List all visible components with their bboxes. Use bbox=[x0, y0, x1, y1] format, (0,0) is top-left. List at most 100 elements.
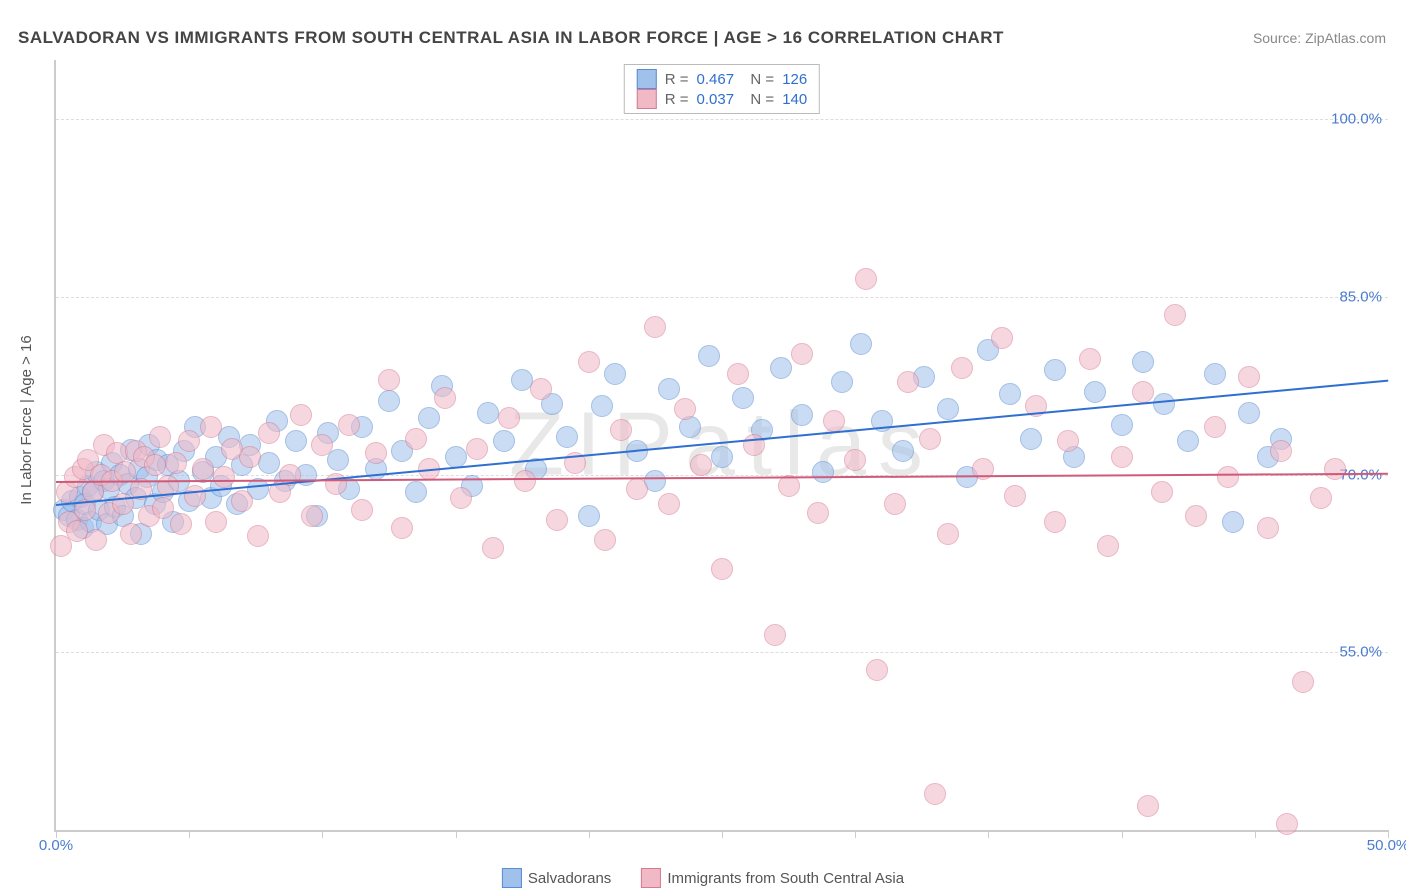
scatter-point bbox=[1276, 813, 1298, 835]
grid-line-h bbox=[56, 119, 1388, 120]
scatter-point bbox=[391, 517, 413, 539]
scatter-point bbox=[1097, 535, 1119, 557]
grid-line-h bbox=[56, 297, 1388, 298]
scatter-point bbox=[884, 493, 906, 515]
scatter-point bbox=[626, 478, 648, 500]
scatter-point bbox=[1217, 466, 1239, 488]
scatter-point bbox=[498, 407, 520, 429]
legend-item: Salvadorans bbox=[502, 868, 611, 888]
scatter-point bbox=[493, 430, 515, 452]
scatter-point bbox=[1153, 393, 1175, 415]
legend-swatch bbox=[502, 868, 522, 888]
scatter-point bbox=[1292, 671, 1314, 693]
x-tick bbox=[988, 830, 989, 838]
scatter-point bbox=[165, 452, 187, 474]
x-tick-label: 50.0% bbox=[1367, 837, 1406, 854]
scatter-point bbox=[482, 537, 504, 559]
scatter-point bbox=[239, 446, 261, 468]
scatter-point bbox=[674, 398, 696, 420]
scatter-point bbox=[311, 434, 333, 456]
scatter-point bbox=[477, 402, 499, 424]
scatter-point bbox=[546, 509, 568, 531]
scatter-point bbox=[1151, 481, 1173, 503]
legend-label: Immigrants from South Central Asia bbox=[667, 870, 904, 887]
source-attribution: Source: ZipAtlas.com bbox=[1253, 30, 1386, 46]
scatter-point bbox=[578, 351, 600, 373]
scatter-point bbox=[184, 485, 206, 507]
scatter-point bbox=[466, 438, 488, 460]
scatter-point bbox=[445, 446, 467, 468]
scatter-point bbox=[351, 499, 373, 521]
scatter-point bbox=[732, 387, 754, 409]
scatter-point bbox=[604, 363, 626, 385]
scatter-point bbox=[591, 395, 613, 417]
y-axis-title: In Labor Force | Age > 16 bbox=[18, 335, 35, 504]
scatter-point bbox=[434, 387, 456, 409]
legend-swatch bbox=[641, 868, 661, 888]
scatter-point bbox=[1044, 511, 1066, 533]
stat-r-label: R = bbox=[665, 71, 689, 88]
y-tick-label: 55.0% bbox=[1339, 644, 1382, 661]
scatter-point bbox=[764, 624, 786, 646]
scatter-point bbox=[1222, 511, 1244, 533]
scatter-point bbox=[1204, 363, 1226, 385]
scatter-point bbox=[514, 470, 536, 492]
scatter-point bbox=[530, 378, 552, 400]
x-tick bbox=[1255, 830, 1256, 838]
scatter-point bbox=[1310, 487, 1332, 509]
scatter-point bbox=[1324, 458, 1346, 480]
scatter-point bbox=[1238, 402, 1260, 424]
scatter-point bbox=[1137, 795, 1159, 817]
x-tick bbox=[189, 830, 190, 838]
y-tick-label: 100.0% bbox=[1331, 111, 1382, 128]
scatter-point bbox=[365, 442, 387, 464]
scatter-point bbox=[285, 430, 307, 452]
scatter-point bbox=[378, 369, 400, 391]
scatter-point bbox=[1111, 446, 1133, 468]
x-tick bbox=[1122, 830, 1123, 838]
scatter-point bbox=[301, 505, 323, 527]
scatter-point bbox=[120, 523, 142, 545]
stats-row: R = 0.467 N = 126 bbox=[637, 69, 807, 89]
x-tick-label: 0.0% bbox=[39, 837, 73, 854]
scatter-plot-area: ZIPatlas R = 0.467 N = 126R = 0.037 N = … bbox=[54, 60, 1388, 832]
scatter-point bbox=[919, 428, 941, 450]
scatter-point bbox=[855, 268, 877, 290]
x-tick bbox=[589, 830, 590, 838]
scatter-point bbox=[711, 558, 733, 580]
scatter-point bbox=[594, 529, 616, 551]
stats-row: R = 0.037 N = 140 bbox=[637, 89, 807, 109]
scatter-point bbox=[850, 333, 872, 355]
scatter-point bbox=[1257, 517, 1279, 539]
scatter-point bbox=[711, 446, 733, 468]
legend-swatch bbox=[637, 69, 657, 89]
scatter-point bbox=[844, 449, 866, 471]
scatter-point bbox=[770, 357, 792, 379]
scatter-point bbox=[1132, 381, 1154, 403]
scatter-point bbox=[152, 497, 174, 519]
scatter-point bbox=[149, 426, 171, 448]
scatter-point bbox=[1270, 440, 1292, 462]
stat-n-value: 140 bbox=[782, 91, 807, 108]
scatter-point bbox=[807, 502, 829, 524]
scatter-point bbox=[951, 357, 973, 379]
scatter-point bbox=[1020, 428, 1042, 450]
scatter-point bbox=[578, 505, 600, 527]
scatter-point bbox=[378, 390, 400, 412]
stat-r-value: 0.467 bbox=[697, 71, 735, 88]
scatter-point bbox=[1004, 485, 1026, 507]
scatter-point bbox=[831, 371, 853, 393]
scatter-point bbox=[937, 398, 959, 420]
series-legend: Salvadorans Immigrants from South Central… bbox=[502, 868, 904, 888]
scatter-point bbox=[327, 449, 349, 471]
scatter-point bbox=[823, 410, 845, 432]
scatter-point bbox=[405, 428, 427, 450]
scatter-point bbox=[897, 371, 919, 393]
scatter-point bbox=[170, 513, 192, 535]
legend-label: Salvadorans bbox=[528, 870, 611, 887]
scatter-point bbox=[658, 493, 680, 515]
stat-r-label: R = bbox=[665, 91, 689, 108]
legend-item: Immigrants from South Central Asia bbox=[641, 868, 904, 888]
scatter-point bbox=[290, 404, 312, 426]
scatter-point bbox=[892, 440, 914, 462]
